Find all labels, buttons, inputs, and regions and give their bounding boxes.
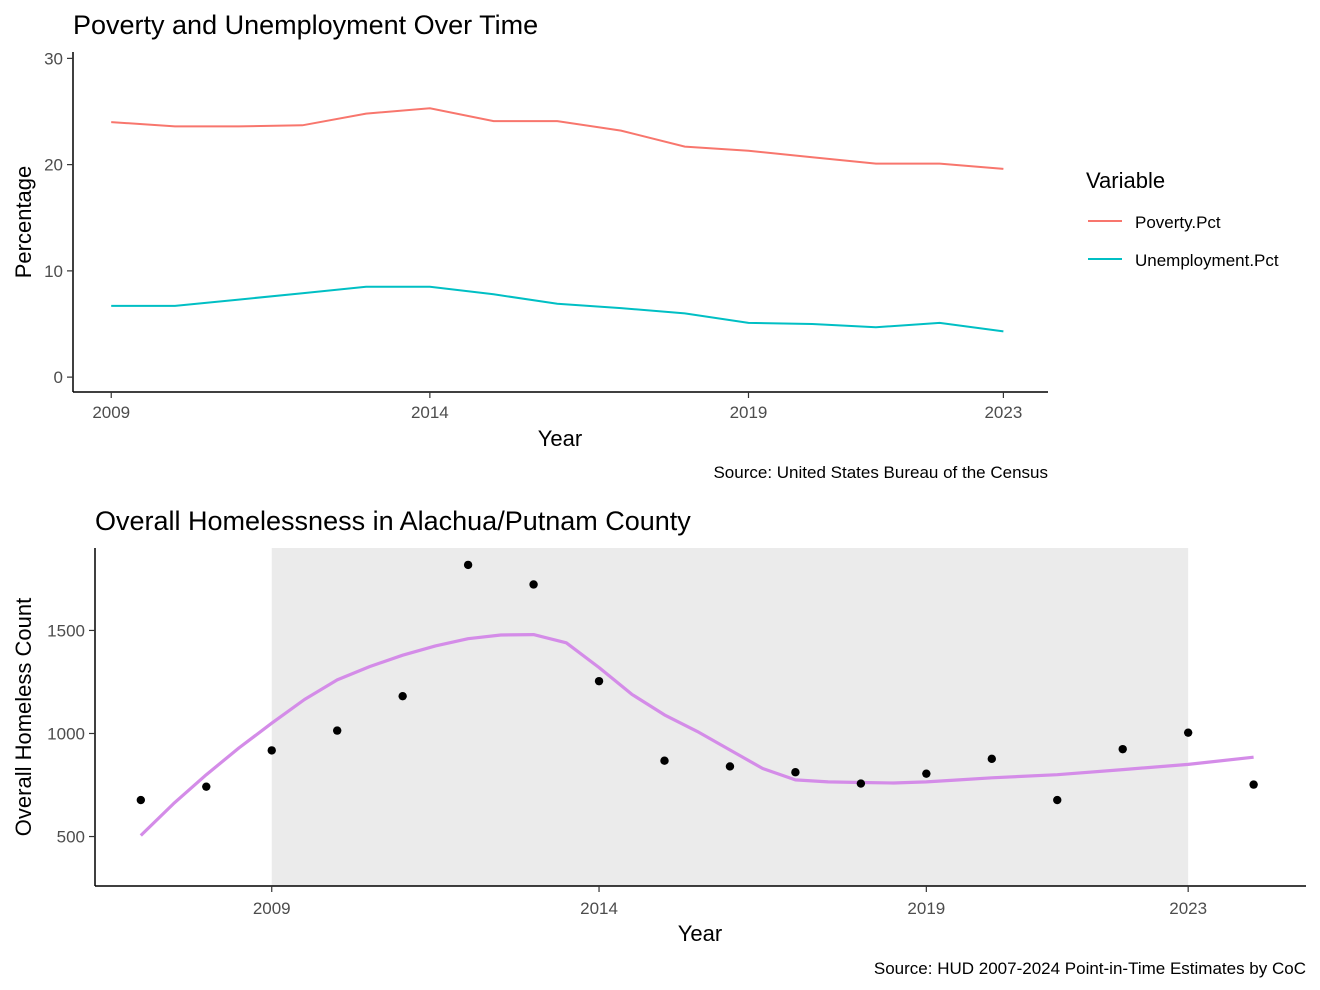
chart1-x-tick-label: 2009 bbox=[92, 403, 130, 422]
data-point bbox=[987, 754, 996, 764]
chart1-y-axis-title: Percentage bbox=[11, 166, 36, 279]
data-point bbox=[136, 795, 146, 805]
data-point bbox=[463, 560, 473, 570]
data-point bbox=[922, 769, 931, 778]
chart1-plot-area bbox=[111, 107, 1004, 333]
data-point bbox=[333, 726, 342, 735]
legend-label-poverty: Poverty.Pct bbox=[1135, 213, 1221, 232]
chart1-title: Poverty and Unemployment Over Time bbox=[73, 10, 538, 40]
chart1-x-tick-label: 2014 bbox=[411, 403, 449, 422]
data-point bbox=[202, 782, 211, 791]
legend-title: Variable bbox=[1086, 168, 1165, 193]
chart2-y-axis-title: Overall Homeless Count bbox=[11, 598, 36, 836]
chart2-y-ticks: 500 1000 1500 bbox=[47, 621, 95, 847]
chart2-x-axis-title: Year bbox=[678, 921, 722, 946]
chart1-source-caption: Source: United States Bureau of the Cens… bbox=[713, 463, 1048, 482]
chart2-plot-area bbox=[136, 548, 1258, 886]
data-point bbox=[267, 746, 276, 755]
series-line-poverty-pct bbox=[111, 107, 1004, 170]
chart2-x-tick-label: 2019 bbox=[907, 899, 945, 918]
data-point bbox=[725, 762, 735, 771]
chart1-y-tick-label: 0 bbox=[54, 368, 63, 387]
data-point bbox=[791, 768, 800, 777]
chart1-y-ticks: 0 10 20 30 bbox=[44, 49, 73, 387]
chart2-title: Overall Homelessness in Alachua/Putnam C… bbox=[95, 506, 691, 536]
shaded-year-band bbox=[271, 548, 1189, 886]
data-point bbox=[1118, 744, 1127, 754]
chart2-y-tick-label: 1500 bbox=[47, 621, 85, 640]
legend-label-unemployment: Unemployment.Pct bbox=[1135, 251, 1279, 270]
data-point bbox=[1183, 728, 1193, 737]
data-point bbox=[660, 756, 669, 765]
data-point bbox=[529, 580, 538, 589]
chart2-y-tick-label: 1000 bbox=[47, 724, 85, 743]
data-point bbox=[398, 691, 407, 701]
chart1-y-tick-label: 20 bbox=[44, 156, 63, 175]
chart1-y-tick-label: 30 bbox=[44, 49, 63, 68]
chart2-y-tick-label: 500 bbox=[57, 828, 85, 847]
chart2-x-ticks: 2009 2014 2019 2023 bbox=[253, 886, 1207, 918]
data-point bbox=[1249, 780, 1258, 789]
series-line-unemployment-pct bbox=[111, 285, 1004, 333]
data-point bbox=[856, 779, 866, 788]
chart2-x-tick-label: 2023 bbox=[1169, 899, 1207, 918]
homelessness-chart: Overall Homelessness in Alachua/Putnam C… bbox=[11, 506, 1306, 978]
chart1-x-axis-title: Year bbox=[538, 426, 582, 451]
chart1-legend: Variable Poverty.Pct Unemployment.Pct bbox=[1086, 168, 1279, 270]
chart2-x-tick-label: 2009 bbox=[253, 899, 291, 918]
data-point bbox=[594, 676, 604, 686]
chart2-source-caption: Source: HUD 2007-2024 Point-in-Time Esti… bbox=[874, 959, 1306, 978]
poverty-unemployment-chart: Poverty and Unemployment Over Time 2009 2… bbox=[11, 10, 1279, 482]
data-point bbox=[1053, 795, 1062, 805]
chart1-x-ticks: 2009 2014 2019 2023 bbox=[92, 392, 1022, 422]
chart1-x-tick-label: 2023 bbox=[984, 403, 1022, 422]
chart2-x-tick-label: 2014 bbox=[580, 899, 618, 918]
chart1-x-tick-label: 2019 bbox=[730, 403, 768, 422]
smoothed-trend-line bbox=[139, 633, 1254, 837]
chart1-y-tick-label: 10 bbox=[44, 262, 63, 281]
